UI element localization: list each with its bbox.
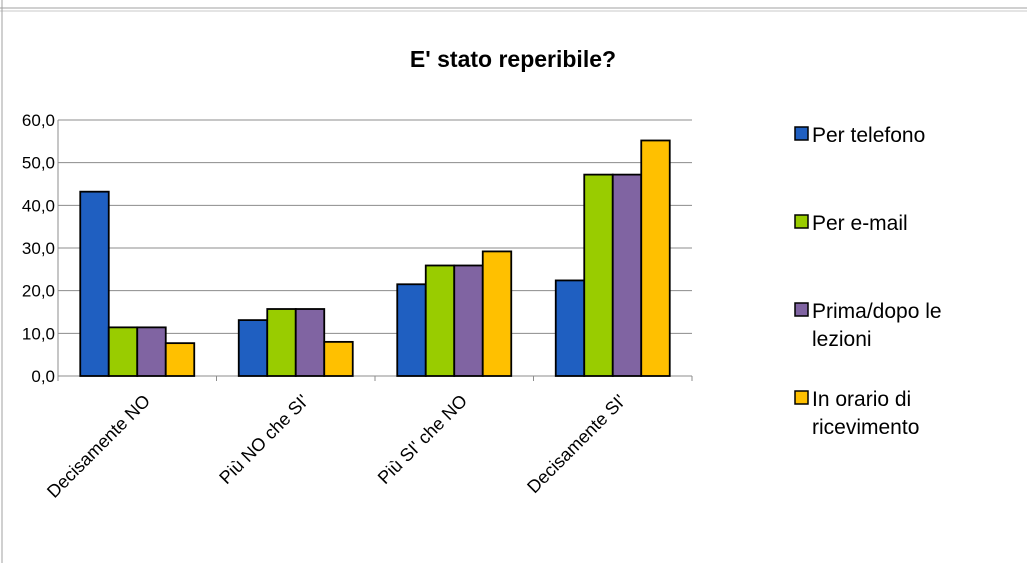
y-tick-label: 0,0 [31, 367, 55, 386]
bar-per-e-mail [266, 308, 297, 377]
legend-swatch [794, 126, 809, 141]
legend-label: Prima/dopo le lezioni [812, 300, 942, 351]
x-tick-label: Più SI' che NO [374, 391, 471, 488]
bar-prima-dopo-le-lezioni [136, 326, 167, 377]
chart-title: E' stato reperibile? [410, 46, 616, 72]
bar-per-e-mail [583, 173, 614, 377]
y-tick-label: 30,0 [22, 239, 55, 258]
x-tick-label: Decisamente NO [43, 391, 154, 502]
x-tick-label: Più NO che SI' [215, 391, 312, 488]
bar-in-orario-di-ricevimento [481, 250, 513, 377]
legend-label: Per telefono [812, 124, 925, 147]
bar-prima-dopo-le-lezioni [611, 173, 643, 377]
y-tick-label: 20,0 [22, 282, 55, 301]
bar-prima-dopo-le-lezioni [453, 264, 484, 377]
legend-swatch [794, 214, 809, 229]
bar-per-telefono [79, 190, 110, 377]
y-tick-label: 10,0 [22, 324, 55, 343]
bar-per-e-mail [107, 326, 139, 377]
bar-in-orario-di-ricevimento [323, 340, 354, 377]
legend-swatch [794, 390, 809, 405]
bar-per-e-mail [424, 264, 456, 377]
bar-per-telefono [554, 279, 586, 377]
bar-prima-dopo-le-lezioni [294, 308, 326, 377]
legend-label: Per e-mail [812, 212, 908, 235]
bar-in-orario-di-ricevimento [164, 342, 196, 377]
bar-in-orario-di-ricevimento [640, 139, 671, 377]
bar-per-telefono [237, 319, 269, 377]
legend-swatch [794, 302, 809, 317]
y-tick-label: 60,0 [22, 111, 55, 130]
y-tick-label: 50,0 [22, 154, 55, 173]
x-tick-label: Decisamente SI' [523, 391, 629, 497]
y-tick-label: 40,0 [22, 196, 55, 215]
bar-per-telefono [396, 283, 427, 377]
legend-label: In orario di ricevimento [812, 388, 919, 439]
